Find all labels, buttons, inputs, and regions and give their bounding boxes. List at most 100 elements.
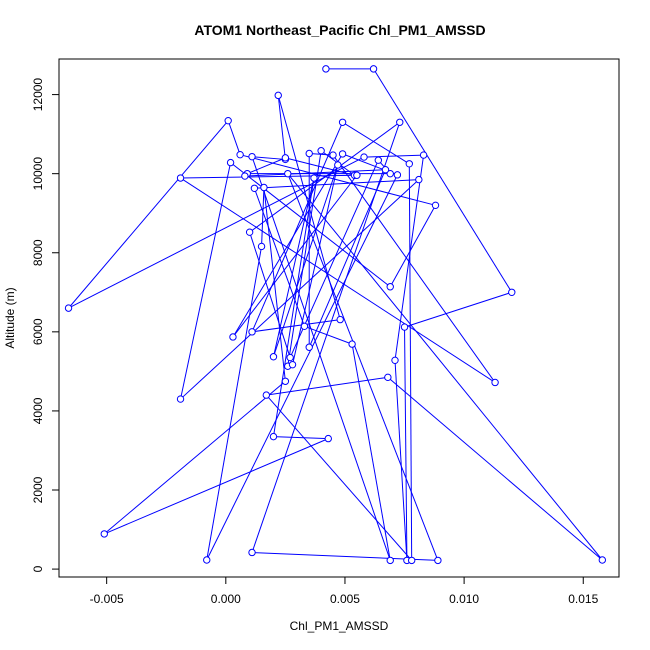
y-tick-label: 2000 bbox=[31, 476, 45, 503]
series-segment bbox=[249, 232, 291, 358]
series-segment bbox=[273, 436, 329, 440]
data-point bbox=[405, 160, 413, 168]
data-point bbox=[241, 172, 249, 180]
series-segment bbox=[404, 327, 408, 561]
data-point bbox=[374, 156, 383, 164]
data-point bbox=[248, 152, 256, 161]
data-point bbox=[508, 288, 516, 296]
data-point bbox=[64, 304, 73, 312]
series-segment bbox=[251, 156, 391, 561]
data-point bbox=[248, 548, 256, 557]
data-point bbox=[598, 556, 607, 564]
data-point bbox=[322, 65, 330, 73]
data-point bbox=[284, 169, 292, 178]
series-segment bbox=[68, 156, 365, 309]
series-segment bbox=[263, 187, 286, 382]
series-segment bbox=[103, 380, 286, 535]
data-point bbox=[324, 434, 332, 443]
series-segment bbox=[232, 174, 358, 338]
x-axis-label: Chl_PM1_AMSSD bbox=[290, 619, 389, 633]
data-point bbox=[281, 154, 290, 162]
data-point bbox=[386, 556, 394, 565]
data-point bbox=[393, 171, 402, 179]
data-point bbox=[348, 340, 356, 348]
data-point bbox=[338, 118, 347, 126]
series-segment bbox=[104, 438, 329, 535]
data-point bbox=[386, 169, 394, 178]
y-axis-label: Altitude (m) bbox=[3, 287, 17, 348]
series-path bbox=[68, 68, 603, 561]
data-point bbox=[419, 151, 428, 159]
data-point bbox=[288, 360, 297, 369]
series-segment bbox=[247, 157, 286, 175]
series-segment bbox=[249, 121, 401, 233]
series-segment bbox=[394, 155, 425, 361]
data-point bbox=[434, 556, 442, 565]
y-axis: 0 2000 4000 6000 8000 10000 12000 bbox=[31, 78, 60, 572]
data-point bbox=[386, 283, 394, 291]
data-point bbox=[281, 377, 290, 385]
data-point bbox=[353, 171, 361, 179]
data-point bbox=[329, 151, 337, 159]
x-axis: -0.005 0.000 0.005 0.010 0.015 bbox=[90, 576, 599, 606]
x-tick-label: 0.005 bbox=[330, 592, 360, 606]
series-segment bbox=[304, 325, 353, 345]
x-tick-label: 0.000 bbox=[211, 592, 241, 606]
series-segment bbox=[230, 162, 391, 288]
y-tick-label: 4000 bbox=[31, 397, 45, 424]
series-segment bbox=[285, 157, 355, 176]
series-segment bbox=[342, 121, 410, 165]
data-point bbox=[274, 91, 282, 100]
data-point bbox=[310, 174, 318, 182]
x-tick-label: -0.005 bbox=[90, 592, 124, 606]
series-segment bbox=[287, 173, 603, 561]
data-point bbox=[269, 432, 278, 441]
data-point bbox=[396, 118, 404, 126]
series-segment bbox=[272, 177, 315, 437]
data-point bbox=[360, 153, 368, 161]
data-point bbox=[236, 150, 244, 159]
data-point bbox=[248, 328, 256, 336]
series-segment bbox=[408, 163, 413, 561]
series-segment bbox=[206, 174, 398, 561]
series-segment bbox=[251, 319, 341, 333]
y-tick-label: 6000 bbox=[31, 318, 45, 345]
data-point bbox=[317, 147, 325, 155]
data-point bbox=[369, 65, 378, 73]
series-segment bbox=[389, 205, 436, 288]
series-segment bbox=[227, 120, 241, 155]
data-point bbox=[305, 343, 313, 351]
series-segment bbox=[232, 153, 344, 338]
series-segment bbox=[261, 187, 265, 247]
data-point bbox=[384, 373, 392, 382]
data-point bbox=[286, 353, 294, 362]
series-segment bbox=[251, 122, 344, 333]
data-point bbox=[391, 356, 399, 365]
data-point bbox=[262, 391, 271, 399]
data-point bbox=[203, 556, 211, 564]
series-segment bbox=[277, 95, 286, 160]
data-point bbox=[300, 322, 309, 331]
data-point bbox=[250, 184, 259, 193]
series-segment bbox=[332, 154, 496, 383]
series-segment bbox=[272, 177, 315, 357]
data-point bbox=[257, 242, 266, 251]
series-segment bbox=[180, 174, 357, 179]
series-segment bbox=[251, 156, 286, 160]
y-tick-label: 8000 bbox=[31, 239, 45, 266]
series-segment bbox=[206, 246, 263, 561]
y-tick-label: 12000 bbox=[31, 78, 45, 112]
data-point bbox=[176, 174, 185, 182]
data-point bbox=[269, 353, 278, 361]
x-tick-label: 0.010 bbox=[449, 592, 479, 606]
data-point bbox=[338, 150, 347, 158]
data-point bbox=[100, 530, 108, 538]
series-points bbox=[64, 65, 607, 565]
series-segment bbox=[404, 291, 512, 328]
data-point bbox=[400, 323, 409, 331]
data-point bbox=[334, 161, 342, 169]
series-segment bbox=[308, 169, 386, 348]
data-point bbox=[305, 149, 313, 158]
chart-title: ATOM1 Northeast_Pacific Chl_PM1_AMSSD bbox=[194, 22, 485, 38]
series-segment bbox=[292, 164, 339, 365]
